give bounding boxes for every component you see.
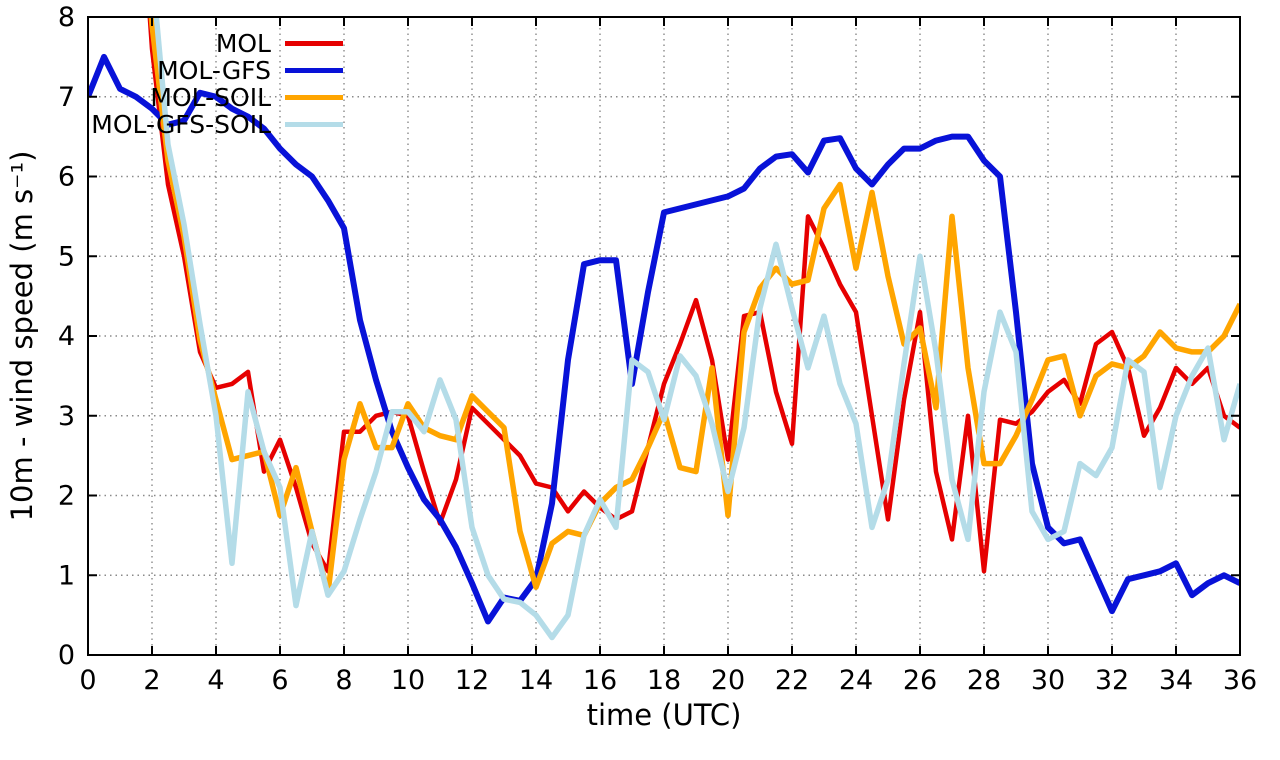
svg-text:5: 5 bbox=[58, 241, 75, 272]
svg-text:14: 14 bbox=[519, 665, 553, 696]
axis-ticks bbox=[87, 16, 1241, 656]
svg-text:8: 8 bbox=[58, 2, 75, 33]
y-tick-labels: 0 1 2 3 4 5 6 7 8 bbox=[58, 2, 75, 671]
legend-key-mol-line-icon bbox=[285, 41, 343, 46]
series-line-MOL-GFS-SOIL bbox=[153, 17, 1240, 641]
y-axis-label: 10m - wind speed (m s⁻¹) bbox=[5, 150, 39, 522]
series-line-MOL-GFS bbox=[88, 53, 1240, 625]
svg-text:20: 20 bbox=[711, 665, 745, 696]
svg-text:34: 34 bbox=[1159, 665, 1193, 696]
svg-text:0: 0 bbox=[58, 640, 75, 671]
svg-text:32: 32 bbox=[1095, 665, 1129, 696]
legend-key-mol-gfs-line-icon bbox=[285, 68, 343, 73]
legend-item-mol: MOL bbox=[0, 29, 343, 58]
svg-text:6: 6 bbox=[271, 665, 288, 696]
svg-text:10: 10 bbox=[391, 665, 425, 696]
legend: MOL MOL-GFS MOL-SOIL MOL-GFS-SOIL bbox=[0, 29, 343, 139]
svg-text:26: 26 bbox=[903, 665, 937, 696]
svg-text:12: 12 bbox=[455, 665, 489, 696]
series-lines bbox=[88, 17, 1240, 641]
svg-text:8: 8 bbox=[335, 665, 352, 696]
legend-key-mol-gfs-soil-line-icon bbox=[285, 122, 343, 127]
legend-item-mol-gfs: MOL-GFS bbox=[0, 56, 343, 85]
svg-text:18: 18 bbox=[647, 665, 681, 696]
svg-text:2: 2 bbox=[143, 665, 160, 696]
svg-text:30: 30 bbox=[1031, 665, 1065, 696]
x-axis-label: time (UTC) bbox=[586, 698, 742, 732]
svg-text:36: 36 bbox=[1223, 665, 1257, 696]
svg-text:2: 2 bbox=[58, 481, 75, 512]
x-tick-labels: 0 2 4 6 8 10 12 14 16 18 20 22 24 26 28 30 32 34 36 bbox=[79, 665, 1257, 696]
svg-text:28: 28 bbox=[967, 665, 1001, 696]
legend-label-mol-gfs: MOL-GFS bbox=[157, 56, 271, 85]
svg-text:7: 7 bbox=[58, 82, 75, 113]
svg-text:4: 4 bbox=[58, 321, 75, 352]
legend-label-mol-soil: MOL-SOIL bbox=[150, 83, 271, 112]
legend-key-mol-soil-line-icon bbox=[285, 95, 343, 100]
svg-text:24: 24 bbox=[839, 665, 873, 696]
svg-text:0: 0 bbox=[79, 665, 96, 696]
svg-text:3: 3 bbox=[58, 401, 75, 432]
legend-label-mol: MOL bbox=[215, 29, 271, 58]
svg-text:4: 4 bbox=[207, 665, 224, 696]
legend-item-mol-soil: MOL-SOIL bbox=[0, 83, 343, 112]
svg-text:6: 6 bbox=[58, 162, 75, 193]
svg-text:16: 16 bbox=[583, 665, 617, 696]
svg-text:22: 22 bbox=[775, 665, 809, 696]
svg-text:1: 1 bbox=[58, 560, 75, 591]
legend-item-mol-gfs-soil: MOL-GFS-SOIL bbox=[0, 110, 343, 139]
legend-label-mol-gfs-soil: MOL-GFS-SOIL bbox=[91, 110, 271, 139]
